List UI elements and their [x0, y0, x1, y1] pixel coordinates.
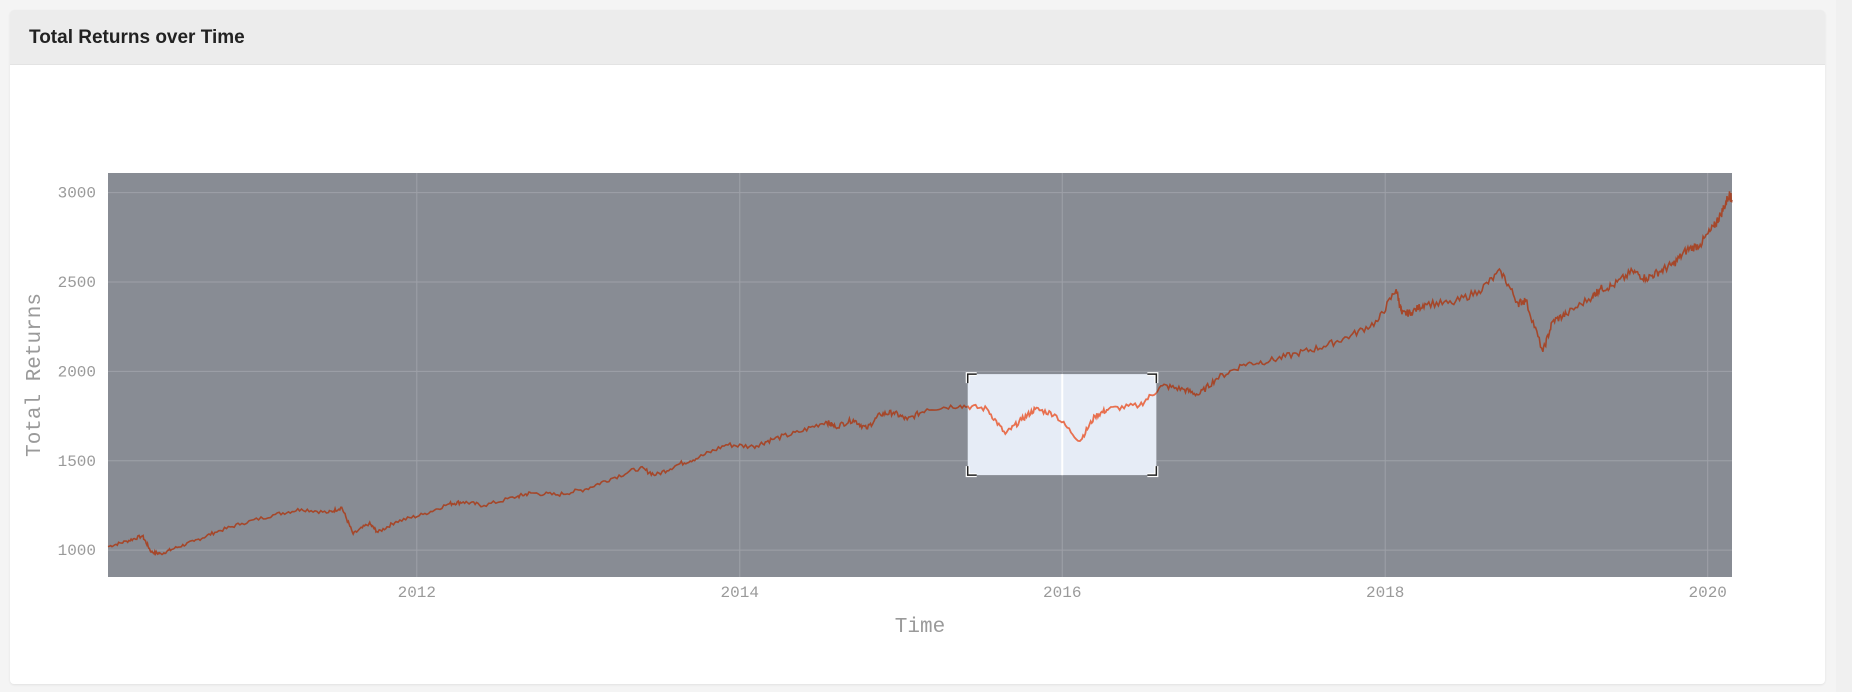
y-tick-label: 2000 [58, 363, 96, 381]
y-axis-title: Total Returns [24, 293, 47, 457]
x-axis-title: Time [895, 616, 945, 639]
selection-handle-outline [1147, 373, 1158, 384]
y-tick-label: 1000 [58, 542, 96, 560]
grid-lines [108, 173, 1732, 577]
x-tick-label: 2018 [1366, 584, 1404, 602]
y-tick-label: 2500 [58, 274, 96, 292]
y-tick-label: 3000 [58, 185, 96, 203]
card-header: Total Returns over Time [10, 10, 1825, 65]
selection-box[interactable] [108, 191, 1732, 554]
card-title: Total Returns over Time [29, 27, 245, 48]
plot-background[interactable] [108, 173, 1732, 577]
selection-handle-outline [1147, 466, 1158, 476]
page-scrollbar[interactable] [1836, 0, 1852, 692]
selection-handle-outline [966, 466, 977, 476]
y-tick-labels: 1000 1500 2000 2500 3000 [58, 185, 96, 561]
highlighted-series-line [967, 391, 1157, 443]
x-tick-label: 2016 [1043, 584, 1081, 602]
x-tick-labels: 2012 2014 2016 2018 2020 [398, 584, 1727, 602]
x-tick-label: 2014 [721, 584, 759, 602]
y-tick-label: 1500 [58, 453, 96, 471]
selection-handle-outline [966, 373, 977, 384]
x-tick-label: 2020 [1688, 584, 1726, 602]
x-tick-label: 2012 [398, 584, 436, 602]
